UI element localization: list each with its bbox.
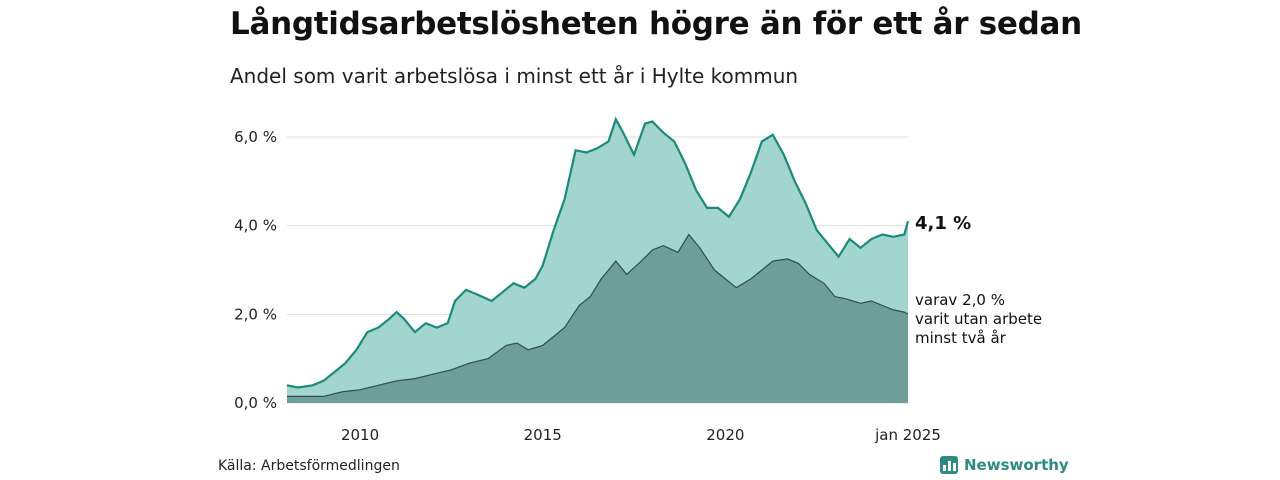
- area-two-years: [287, 234, 908, 403]
- chart-title: Långtidsarbetslösheten högre än för ett …: [230, 6, 1082, 42]
- x-tick-label: 2010: [341, 426, 379, 444]
- end-label-two-years-3: minst två år: [915, 329, 1007, 347]
- x-tick-label: 2015: [524, 426, 562, 444]
- end-label-two-years-2: varit utan arbete: [915, 310, 1042, 328]
- line-two-years: [287, 233, 909, 397]
- y-tick-label: 0,0 %: [234, 394, 277, 412]
- end-label-total: 4,1 %: [915, 213, 971, 234]
- bar-chart-icon: [940, 456, 958, 474]
- x-axis-ticks: 2010 2015 2020 jan 2025: [341, 426, 941, 444]
- chart-subtitle: Andel som varit arbetslösa i minst ett å…: [230, 64, 799, 88]
- end-label-two-years-1: varav 2,0 %: [915, 291, 1005, 309]
- source-note: Källa: Arbetsförmedlingen: [218, 458, 400, 474]
- y-tick-label: 2,0 %: [234, 305, 277, 323]
- x-tick-label: 2020: [706, 426, 744, 444]
- brand-logo: Newsworthy: [940, 456, 1069, 474]
- y-tick-label: 4,0 %: [234, 217, 277, 235]
- y-tick-label: 6,0 %: [234, 128, 277, 146]
- x-tick-label: jan 2025: [874, 426, 941, 444]
- brand-name: Newsworthy: [964, 456, 1069, 474]
- line-total: [286, 116, 910, 389]
- y-axis-ticks: 0,0 % 2,0 % 4,0 % 6,0 %: [234, 128, 277, 412]
